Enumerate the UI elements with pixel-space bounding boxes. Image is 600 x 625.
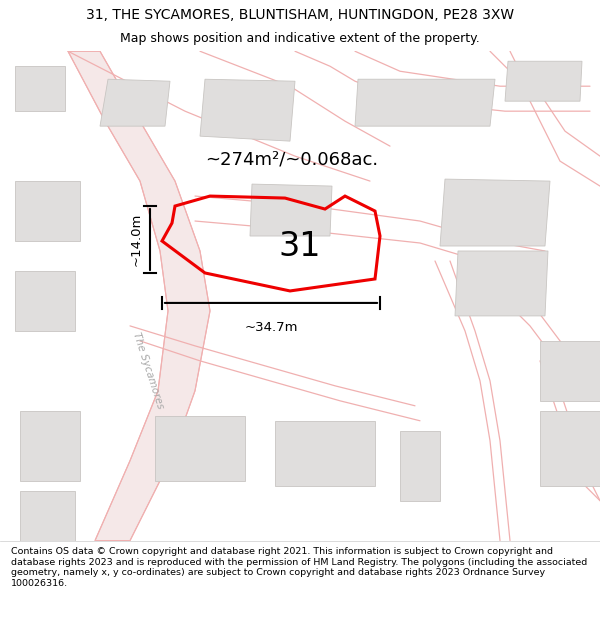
Polygon shape	[200, 79, 295, 141]
Polygon shape	[20, 491, 75, 541]
Polygon shape	[355, 79, 495, 126]
Polygon shape	[15, 181, 80, 241]
Text: ~34.7m: ~34.7m	[244, 321, 298, 334]
Polygon shape	[440, 179, 550, 246]
Polygon shape	[275, 421, 375, 486]
Polygon shape	[250, 184, 332, 236]
Polygon shape	[100, 79, 170, 126]
Polygon shape	[15, 66, 65, 111]
Polygon shape	[155, 416, 245, 481]
Polygon shape	[15, 271, 75, 331]
Polygon shape	[400, 431, 440, 501]
Text: Contains OS data © Crown copyright and database right 2021. This information is : Contains OS data © Crown copyright and d…	[11, 548, 587, 588]
Text: Map shows position and indicative extent of the property.: Map shows position and indicative extent…	[120, 32, 480, 45]
Polygon shape	[540, 341, 600, 401]
Polygon shape	[20, 411, 80, 481]
Text: 31: 31	[279, 229, 321, 262]
Polygon shape	[505, 61, 582, 101]
Text: 31, THE SYCAMORES, BLUNTISHAM, HUNTINGDON, PE28 3XW: 31, THE SYCAMORES, BLUNTISHAM, HUNTINGDO…	[86, 8, 514, 22]
Text: ~274m²/~0.068ac.: ~274m²/~0.068ac.	[205, 150, 378, 168]
Text: The Sycamores: The Sycamores	[131, 331, 165, 411]
Polygon shape	[455, 251, 548, 316]
Polygon shape	[68, 51, 210, 541]
Text: ~14.0m: ~14.0m	[130, 213, 143, 266]
Polygon shape	[540, 411, 600, 486]
